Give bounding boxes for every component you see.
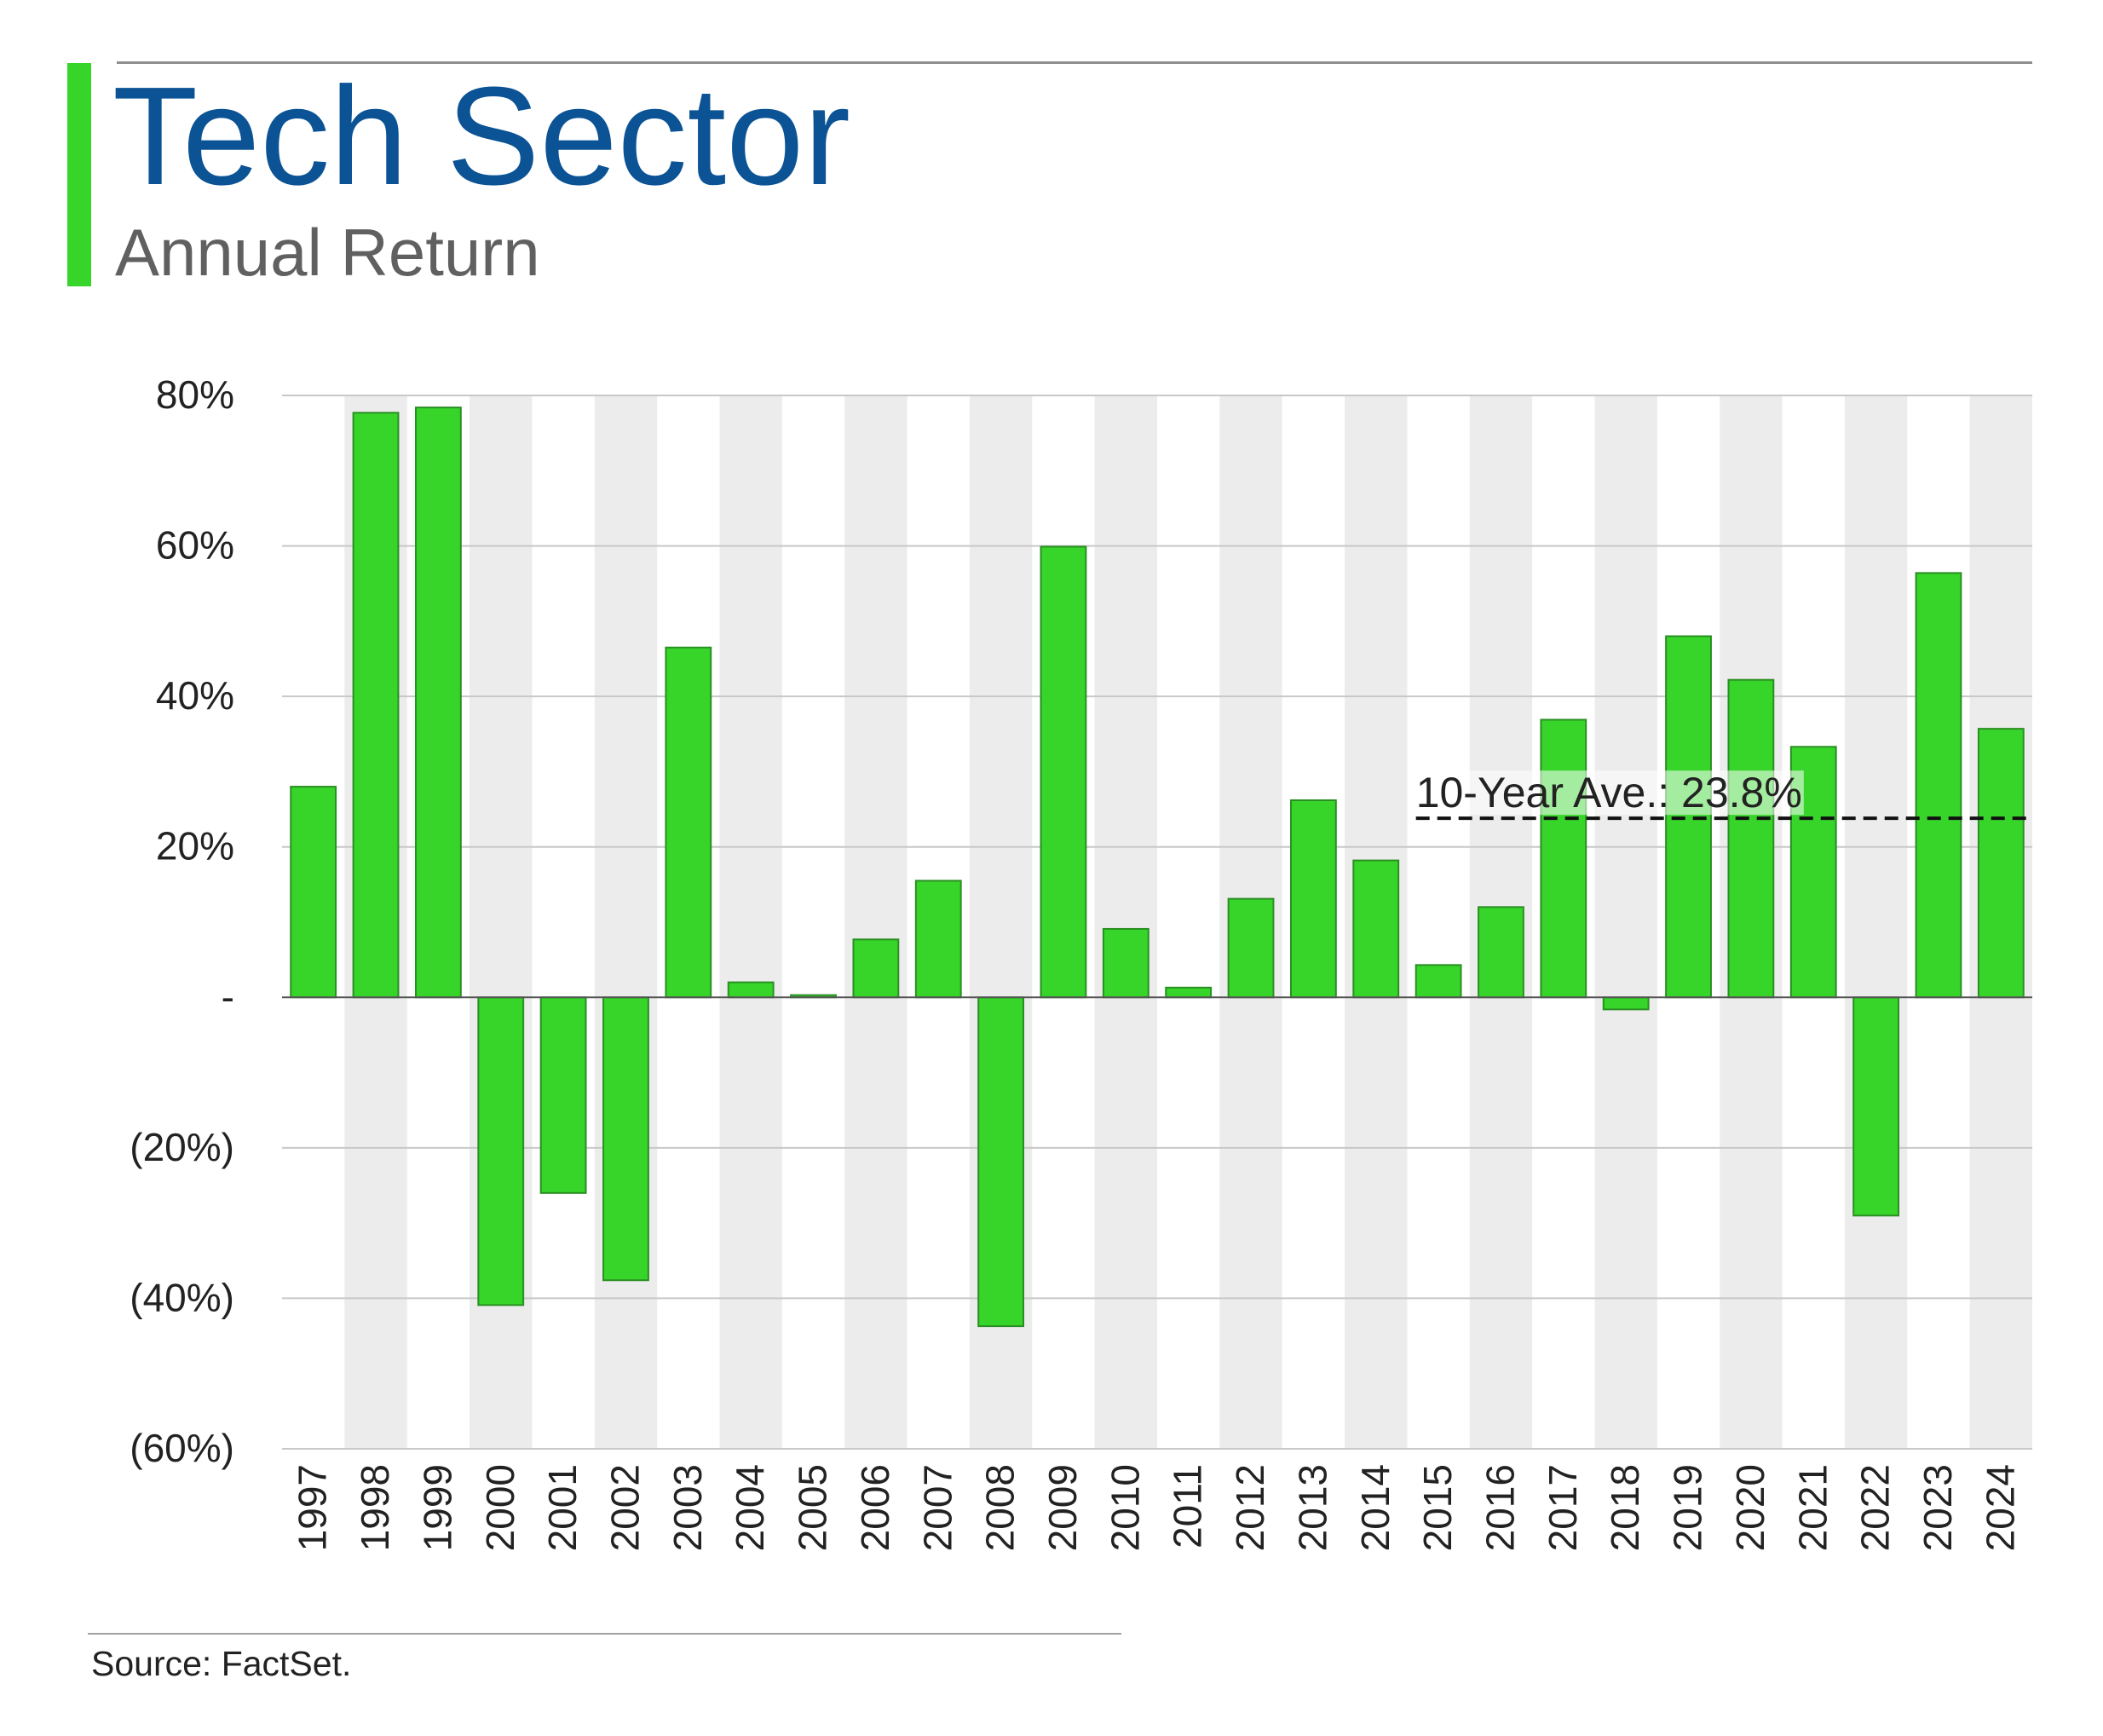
bar-2004 bbox=[727, 981, 775, 999]
y-tick-label: 60% bbox=[156, 523, 234, 568]
bar-2009 bbox=[1040, 545, 1087, 999]
y-tick-label: - bbox=[222, 974, 234, 1018]
x-tick-label: 2002 bbox=[602, 1464, 647, 1551]
category-bands bbox=[344, 395, 2032, 1449]
category-band bbox=[844, 395, 907, 1449]
x-axis-tick-labels: 1997 1998 1999 2000 2001 2002 2003 2004 2005 2006… bbox=[291, 1464, 2023, 1551]
bar-2003 bbox=[665, 646, 712, 999]
bar-2011 bbox=[1165, 986, 1213, 999]
x-tick-label: 2015 bbox=[1415, 1464, 1460, 1551]
reference-label-background bbox=[1414, 770, 1804, 816]
bar-2008 bbox=[977, 996, 1025, 1328]
category-band bbox=[719, 395, 782, 1449]
chart-title: Tech Sector bbox=[112, 58, 850, 214]
bar-2024 bbox=[1977, 728, 2025, 999]
y-tick-label: 20% bbox=[156, 824, 234, 868]
x-tick-label: 1997 bbox=[291, 1464, 335, 1551]
bars bbox=[290, 407, 2025, 1328]
x-tick-label: 2011 bbox=[1166, 1464, 1210, 1549]
bar-2020 bbox=[1727, 678, 1775, 999]
bar-2017 bbox=[1540, 718, 1587, 999]
bar-2012 bbox=[1227, 897, 1275, 999]
chart-subtitle: Annual Return bbox=[115, 215, 540, 290]
y-axis-tick-labels: 80% 60% 40% 20% - (20%) (40%) (60%) bbox=[130, 372, 234, 1470]
category-band bbox=[1594, 395, 1657, 1449]
x-tick-label: 2012 bbox=[1228, 1464, 1272, 1551]
x-tick-label: 2005 bbox=[791, 1464, 835, 1551]
bar-1997 bbox=[290, 786, 337, 999]
x-tick-label: 2016 bbox=[1478, 1464, 1522, 1551]
bar-2015 bbox=[1414, 964, 1462, 999]
bar-1998 bbox=[352, 412, 400, 999]
category-band bbox=[594, 395, 658, 1449]
x-tick-label: 2008 bbox=[978, 1464, 1023, 1551]
x-tick-label: 2022 bbox=[1853, 1464, 1898, 1551]
y-tick-label: 40% bbox=[156, 673, 234, 718]
y-tick-label: (40%) bbox=[130, 1275, 234, 1319]
x-tick-label: 2000 bbox=[478, 1464, 522, 1551]
x-tick-label: 2018 bbox=[1603, 1464, 1647, 1551]
title-accent-bar bbox=[67, 63, 91, 286]
x-tick-label: 2007 bbox=[915, 1464, 959, 1551]
x-tick-label: 2014 bbox=[1353, 1464, 1397, 1551]
x-tick-label: 2003 bbox=[665, 1464, 710, 1551]
x-tick-label: 2009 bbox=[1040, 1464, 1085, 1551]
bar-1999 bbox=[414, 407, 462, 999]
y-tick-label: 80% bbox=[156, 372, 234, 417]
bar-2010 bbox=[1102, 927, 1149, 999]
bar-2001 bbox=[539, 996, 587, 1194]
x-tick-label: 2019 bbox=[1666, 1464, 1710, 1551]
x-tick-label: 2001 bbox=[540, 1464, 585, 1551]
bar-2007 bbox=[914, 880, 962, 999]
reference-line-group: 10-Year Ave.: 23.8% bbox=[1414, 769, 2032, 821]
bar-2014 bbox=[1352, 859, 1400, 999]
reference-line-label: 10-Year Ave.: 23.8% bbox=[1416, 769, 1802, 816]
category-band bbox=[1844, 395, 1908, 1449]
bar-2013 bbox=[1289, 799, 1337, 999]
category-band bbox=[1094, 395, 1157, 1449]
bar-2018 bbox=[1602, 996, 1650, 1011]
bar-2000 bbox=[477, 996, 525, 1306]
x-tick-label: 2021 bbox=[1790, 1464, 1835, 1551]
bar-2016 bbox=[1478, 906, 1524, 999]
bar-2022 bbox=[1852, 996, 1900, 1217]
y-tick-label: (20%) bbox=[130, 1125, 234, 1169]
bar-2002 bbox=[602, 996, 649, 1282]
source-note: Source: FactSet. bbox=[91, 1644, 352, 1683]
x-tick-label: 2004 bbox=[728, 1464, 772, 1551]
x-tick-label: 1998 bbox=[353, 1464, 397, 1551]
y-tick-label: (60%) bbox=[130, 1426, 234, 1470]
top-divider bbox=[117, 61, 2032, 64]
x-tick-label: 2013 bbox=[1290, 1464, 1334, 1551]
x-tick-label: 2020 bbox=[1728, 1464, 1772, 1551]
x-tick-label: 2024 bbox=[1978, 1464, 2022, 1551]
x-tick-label: 1999 bbox=[415, 1464, 459, 1551]
x-tick-label: 2010 bbox=[1103, 1464, 1147, 1551]
x-tick-label: 2006 bbox=[853, 1464, 897, 1551]
footer-divider bbox=[88, 1633, 1121, 1635]
bar-2006 bbox=[852, 938, 900, 999]
bar-2023 bbox=[1915, 572, 1962, 999]
x-tick-label: 2023 bbox=[1916, 1464, 1960, 1551]
x-tick-label: 2017 bbox=[1541, 1464, 1585, 1551]
